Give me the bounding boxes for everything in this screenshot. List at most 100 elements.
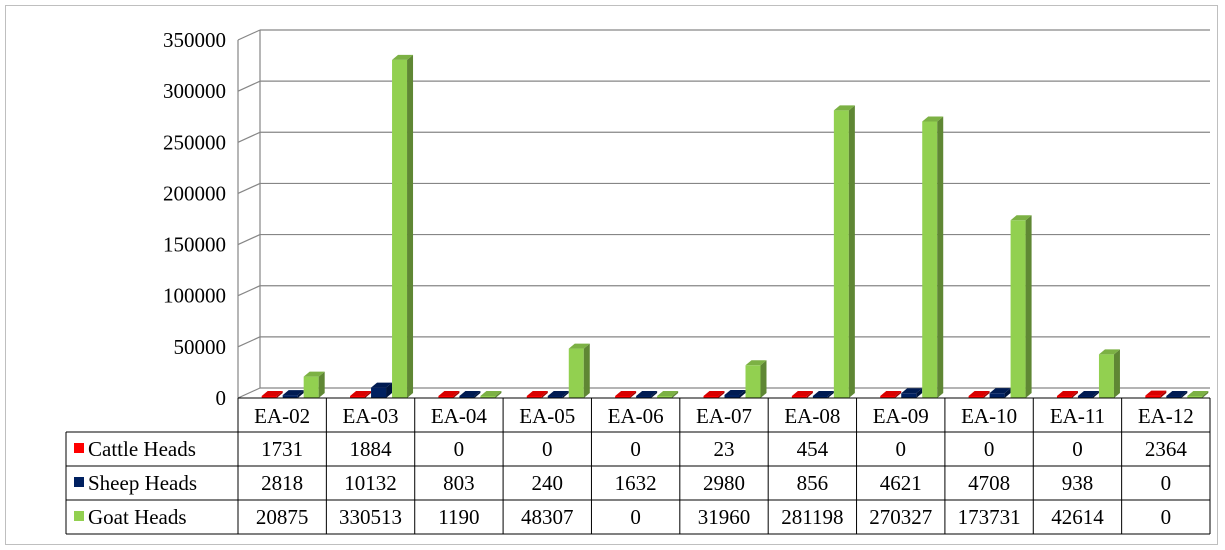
series-name: Goat Heads (88, 505, 187, 529)
bar-side (651, 391, 658, 398)
category-label: EA-10 (961, 404, 1017, 428)
bar-side (1092, 391, 1099, 398)
bar-top (303, 371, 325, 377)
data-cell: 0 (1161, 471, 1172, 495)
data-cell: 31960 (698, 505, 751, 529)
bar-top (703, 391, 725, 396)
y-tick-label: 100000 (163, 284, 226, 308)
gridline-depth (237, 387, 261, 399)
bar-side (386, 382, 393, 398)
bar-goat-heads-ea-12 (1187, 391, 1209, 398)
data-cell: 2364 (1145, 437, 1188, 461)
bar-side (474, 391, 481, 398)
bar-side (937, 116, 944, 399)
bar-goat-heads-ea-09 (922, 116, 944, 399)
bar-top (615, 391, 637, 396)
bar-goat-heads-ea-10 (1010, 215, 1032, 398)
bar-goat-heads-ea-06 (657, 391, 679, 398)
bar-top (371, 382, 393, 388)
bar-side (760, 360, 767, 398)
legend-key (74, 511, 84, 521)
bar-side (1202, 391, 1209, 398)
gridline-depth (237, 336, 261, 348)
bar-cattle-heads-ea-12 (1145, 390, 1167, 398)
y-tick-label: 300000 (163, 79, 226, 103)
gridlines (237, 29, 1210, 399)
bar-goat-heads-ea-03 (392, 54, 414, 398)
bar-front (745, 365, 761, 398)
bar-side (983, 391, 990, 398)
gridline-depth (237, 131, 261, 143)
bar-side (1113, 349, 1120, 398)
bar-top (1010, 215, 1032, 221)
bar-sheep-heads-ea-05 (547, 391, 569, 398)
category-label: EA-11 (1050, 404, 1105, 428)
category-label: EA-04 (431, 404, 487, 428)
bar-front (526, 396, 542, 398)
bar-front (1098, 354, 1114, 398)
bar-sheep-heads-ea-08 (812, 391, 834, 398)
bar-side (495, 391, 502, 398)
data-cell: 0 (984, 437, 995, 461)
bar-front (615, 396, 631, 398)
bar-top (657, 391, 679, 396)
category-label: EA-06 (608, 404, 664, 428)
bars (261, 54, 1209, 399)
category-label: EA-03 (343, 404, 399, 428)
bar-front (392, 59, 408, 398)
bar-side (718, 391, 725, 398)
bar-side (895, 391, 902, 398)
data-cell: 270327 (869, 505, 932, 529)
bar-cattle-heads-ea-02 (261, 391, 283, 398)
bar-front (350, 396, 366, 398)
bar-sheep-heads-ea-11 (1077, 391, 1099, 398)
series-name: Cattle Heads (88, 437, 196, 461)
data-cell: 0 (1072, 437, 1083, 461)
bar-front (636, 396, 652, 398)
data-cell: 48307 (521, 505, 574, 529)
y-axis: 0 50000 100000 150000 200000 250000 300000 3500… (163, 28, 226, 410)
bar-cattle-heads-ea-10 (968, 391, 990, 398)
bar-goat-heads-ea-11 (1098, 349, 1120, 398)
bar-top (282, 390, 304, 396)
bar-front (989, 393, 1005, 398)
bar-front (438, 396, 454, 398)
bar-front (901, 393, 917, 398)
bar-cattle-heads-ea-11 (1056, 391, 1078, 398)
bar-top (1098, 349, 1120, 355)
bar-top (833, 105, 855, 111)
data-cell: 1190 (438, 505, 479, 529)
data-cell: 330513 (339, 505, 402, 529)
bar-side (407, 54, 414, 398)
data-table: EA-02 EA-03 EA-04 EA-05 EA-06 EA-07 EA-08 EA-09… (65, 397, 1211, 535)
category-label: EA-07 (696, 404, 752, 428)
bar-front (968, 396, 984, 398)
data-cell: 42614 (1051, 505, 1104, 529)
data-cell: 4708 (968, 471, 1010, 495)
bar-side (630, 391, 637, 398)
bar-front (1010, 220, 1026, 398)
bar-top (1056, 391, 1078, 396)
y-tick-label: 250000 (163, 130, 226, 154)
bar-sheep-heads-ea-06 (636, 391, 658, 398)
bar-sheep-heads-ea-04 (459, 391, 481, 398)
data-cell: 173731 (958, 505, 1021, 529)
bar-sheep-heads-ea-09 (901, 388, 923, 398)
bar-side (297, 390, 304, 398)
bar-side (276, 391, 283, 398)
data-cell: 803 (443, 471, 475, 495)
bar-top (901, 388, 923, 394)
y-tick-label: 0 (216, 386, 227, 410)
bar-top (1187, 391, 1209, 396)
bar-top (724, 389, 746, 395)
y-tick-label: 350000 (163, 28, 226, 52)
bar-side (453, 391, 460, 398)
bar-top (812, 391, 834, 396)
bar-goat-heads-ea-05 (568, 343, 590, 398)
bar-front (1056, 396, 1072, 398)
bar-side (827, 391, 834, 398)
bar-top (791, 391, 813, 396)
bar-front (480, 396, 496, 398)
bar-front (703, 396, 719, 398)
bar-side (1025, 215, 1032, 398)
